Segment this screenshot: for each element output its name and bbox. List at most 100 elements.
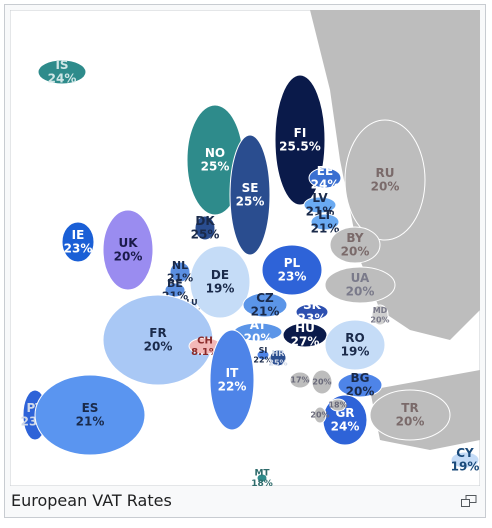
country bbox=[169, 261, 191, 283]
vat-rate: 23% bbox=[64, 242, 93, 256]
country bbox=[194, 215, 216, 241]
enlarge-icon[interactable] bbox=[461, 495, 477, 507]
country bbox=[311, 369, 333, 395]
vat-rate: 20% bbox=[341, 245, 370, 259]
vat-rate: 18% bbox=[328, 401, 347, 410]
vat-rate: 23% bbox=[298, 312, 327, 326]
vat-rate: 20% bbox=[346, 385, 375, 399]
vat-rate: 21% bbox=[311, 222, 340, 236]
country-code: IT bbox=[226, 366, 239, 380]
vat-rate: 25% bbox=[191, 228, 220, 242]
country bbox=[329, 226, 381, 264]
country-code: TR bbox=[401, 401, 418, 415]
country-code: ES bbox=[82, 401, 99, 415]
country-code: HU bbox=[295, 321, 315, 335]
vat-rate: 27% bbox=[291, 335, 320, 349]
country bbox=[329, 398, 347, 412]
vat-rate: 20% bbox=[396, 415, 425, 429]
country-code: HR bbox=[272, 349, 285, 358]
vat-rate: 24% bbox=[311, 178, 340, 192]
country bbox=[450, 451, 480, 469]
country bbox=[303, 196, 337, 214]
vat-rate: 22% bbox=[218, 380, 247, 394]
vat-rate: 20% bbox=[371, 180, 400, 194]
caption: European VAT Rates bbox=[11, 491, 172, 510]
vat-rate: 17% bbox=[290, 376, 309, 385]
vat-rate: 25% bbox=[236, 195, 265, 209]
country-code: MD bbox=[373, 306, 388, 315]
vat-rate: 20% bbox=[144, 340, 173, 354]
country-code: BG bbox=[351, 371, 370, 385]
country-code: LU bbox=[186, 298, 197, 307]
country-code: NL bbox=[172, 259, 188, 272]
vat-rate: 25% bbox=[268, 358, 287, 367]
vat-rate: 22% bbox=[253, 355, 272, 364]
map: IS24%NO25%SE25%FI25.5%EE24%LV21%LT21%RU2… bbox=[10, 10, 480, 486]
vat-rate: 21% bbox=[251, 305, 280, 319]
country bbox=[261, 244, 323, 296]
country bbox=[189, 245, 251, 319]
country-code: RO bbox=[345, 331, 364, 345]
vat-rate: 25% bbox=[201, 160, 230, 174]
vat-rate: 20% bbox=[310, 411, 329, 420]
country bbox=[344, 119, 426, 241]
country bbox=[34, 374, 146, 456]
country-code: CH bbox=[197, 336, 213, 347]
country-code: FR bbox=[149, 326, 166, 340]
country-code: UK bbox=[118, 236, 138, 250]
vat-rate: 20% bbox=[244, 332, 273, 346]
vat-rate: 21% bbox=[167, 272, 193, 285]
country bbox=[256, 473, 268, 483]
country-code: IS bbox=[55, 58, 68, 72]
country bbox=[310, 213, 340, 231]
country bbox=[61, 221, 95, 263]
vat-rate: 23% bbox=[278, 270, 307, 284]
country-code: DE bbox=[211, 268, 229, 282]
vat-rate: 24% bbox=[48, 72, 77, 86]
vat-rate: 8.1% bbox=[191, 347, 219, 358]
country bbox=[324, 266, 396, 304]
vat-rate: 20% bbox=[370, 315, 389, 324]
country bbox=[229, 134, 271, 256]
country-code: SE bbox=[242, 181, 259, 195]
country-code: FI bbox=[294, 126, 307, 140]
vat-rate: 20% bbox=[312, 378, 331, 387]
vat-rate: 21% bbox=[76, 415, 105, 429]
country-code: CZ bbox=[256, 291, 274, 305]
country-code: NO bbox=[205, 146, 225, 160]
country bbox=[256, 349, 270, 361]
country bbox=[289, 371, 311, 389]
country-code: LV bbox=[312, 191, 328, 205]
country bbox=[37, 59, 87, 85]
country-code: MT bbox=[254, 469, 270, 479]
vat-rate: 25.5% bbox=[279, 140, 321, 154]
country bbox=[371, 304, 389, 326]
country-code: RU bbox=[376, 166, 395, 180]
vat-rate: 19% bbox=[206, 282, 235, 296]
vat-rate: 20% bbox=[114, 250, 143, 264]
country-code: BE bbox=[167, 277, 183, 290]
countries: IS24%NO25%SE25%FI25.5%EE24%LV21%LT21%RU2… bbox=[21, 58, 480, 486]
country-code: BY bbox=[346, 231, 363, 245]
vat-rate: 24% bbox=[331, 420, 360, 434]
country-code: PL bbox=[284, 256, 301, 270]
vat-rate: 19% bbox=[451, 460, 480, 474]
country bbox=[242, 292, 288, 318]
country-code: AT bbox=[250, 318, 267, 332]
country bbox=[308, 167, 342, 189]
country bbox=[269, 349, 287, 367]
country-code: SK bbox=[303, 298, 322, 312]
vat-rate: 20% bbox=[346, 285, 375, 299]
vat-rate: 19% bbox=[341, 345, 370, 359]
country bbox=[324, 319, 386, 371]
country-code: UA bbox=[351, 271, 370, 285]
country-code: SI bbox=[259, 346, 268, 355]
country bbox=[337, 372, 383, 398]
country bbox=[369, 389, 451, 441]
country bbox=[295, 303, 329, 321]
country-code: IE bbox=[72, 228, 85, 242]
country-code: CY bbox=[456, 446, 474, 460]
country bbox=[102, 209, 154, 291]
country bbox=[313, 406, 327, 424]
country bbox=[209, 329, 255, 431]
